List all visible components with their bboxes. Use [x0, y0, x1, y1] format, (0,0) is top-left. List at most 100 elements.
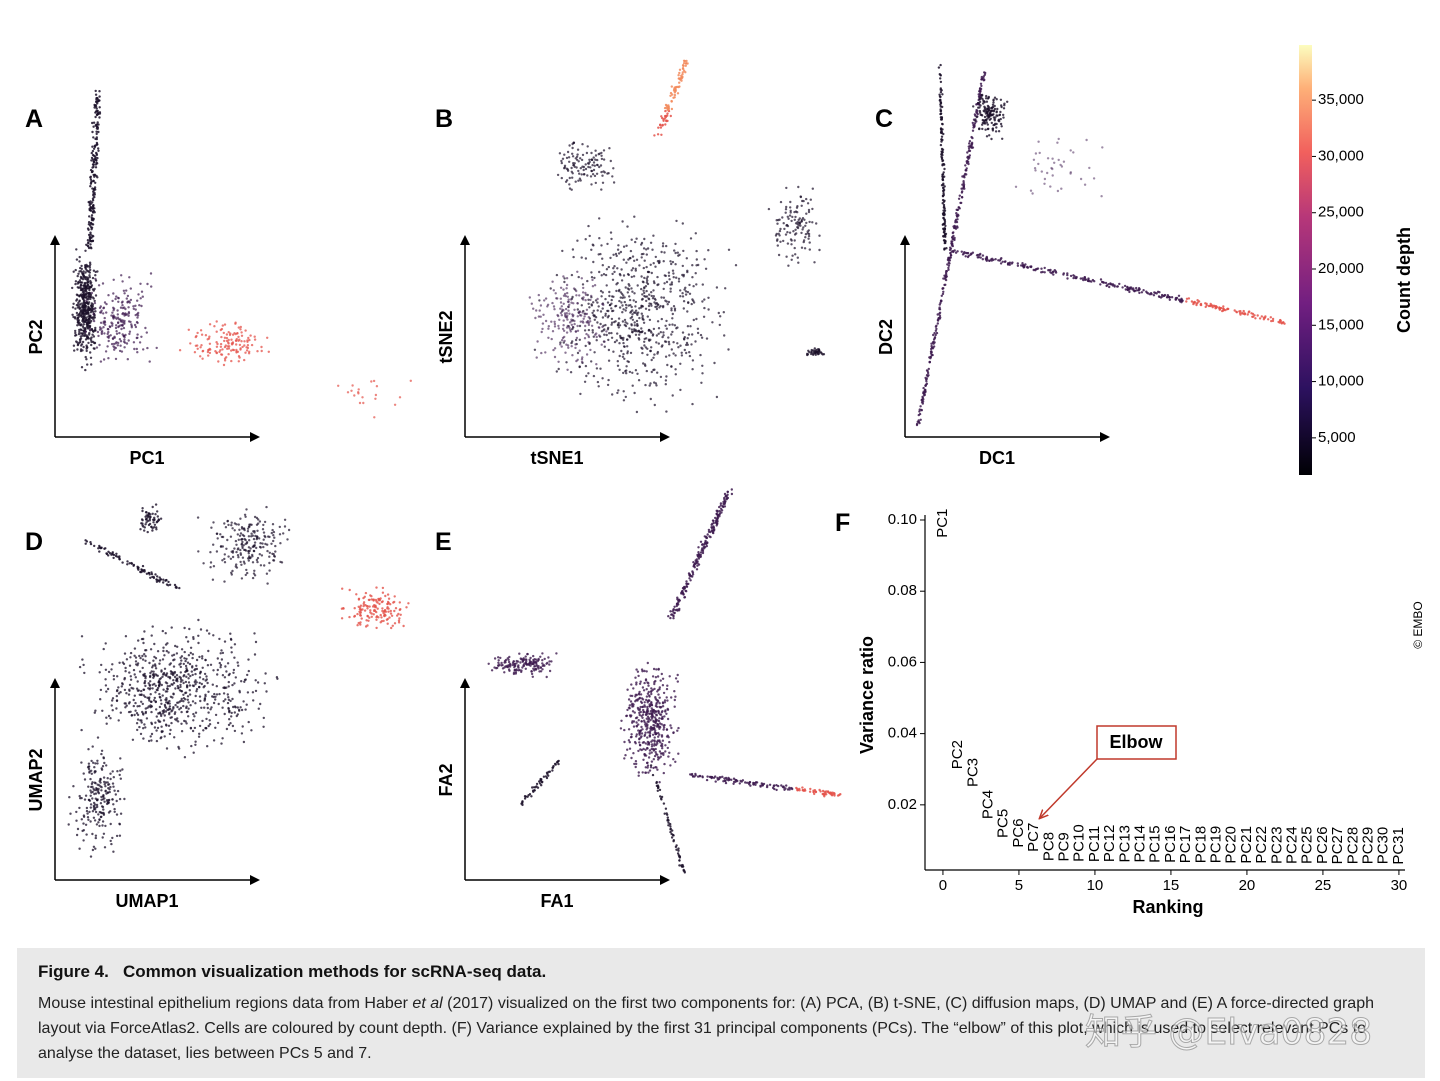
cell-dot [622, 336, 625, 340]
cell-dot [669, 260, 672, 263]
cell-dot [635, 258, 639, 261]
cell-dot [89, 541, 92, 544]
cell-dot [651, 733, 655, 736]
cell-dot [686, 269, 689, 272]
cell-dot [237, 664, 240, 667]
cell-dot [682, 300, 686, 303]
cell-dot [94, 274, 97, 277]
cell-dot [236, 533, 239, 536]
cell-dot [89, 328, 92, 331]
cell-dot [86, 346, 89, 349]
cell-dot [91, 329, 95, 333]
cell-dot [105, 302, 108, 306]
cell-dot [637, 379, 641, 382]
cell-dot [79, 324, 82, 327]
cell-dot [650, 271, 653, 275]
cell-dot [967, 254, 970, 257]
cell-dot [154, 700, 157, 703]
cell-dot [89, 855, 93, 858]
cell-dot [666, 684, 669, 687]
cell-dot [1100, 195, 1103, 198]
cell-dot [235, 566, 239, 569]
cell-dot [187, 681, 191, 684]
cell-dot [626, 322, 629, 325]
cell-dot [107, 294, 110, 297]
cell-dot [663, 699, 667, 702]
cell-dot [682, 307, 685, 310]
cell-dot [201, 349, 205, 353]
cell-dot [573, 308, 576, 311]
cell-dot [635, 721, 638, 724]
cell-dot [97, 790, 100, 794]
cell-dot [253, 632, 256, 635]
cell-dot [149, 272, 153, 275]
cell-dot [251, 555, 254, 558]
cell-dot [683, 338, 686, 341]
cell-dot [807, 208, 811, 212]
cell-dot [1037, 162, 1040, 166]
cell-dot [666, 699, 669, 702]
cell-dot [116, 789, 120, 793]
cell-dot [94, 115, 97, 119]
cell-dot [118, 661, 121, 664]
cell-dot [120, 319, 123, 322]
cell-dot [936, 322, 939, 325]
cell-dot [208, 632, 211, 635]
cell-dot [173, 736, 176, 739]
cell-dot [91, 206, 95, 210]
cell-dot [209, 561, 213, 564]
cell-dot [660, 734, 664, 737]
cell-dot [921, 400, 925, 403]
cell-dot [596, 297, 599, 301]
cell-dot [156, 510, 159, 513]
cell-dot [165, 747, 169, 750]
cell-dot [198, 685, 201, 689]
cell-dot [987, 127, 990, 130]
cell-dot [609, 256, 612, 260]
cell-dot [107, 787, 110, 790]
cell-dot [187, 707, 190, 710]
cell-dot [192, 637, 195, 641]
cell-dot [800, 246, 804, 249]
cell-dot [925, 369, 929, 372]
cell-dot [89, 222, 93, 225]
cell-dot [995, 110, 998, 113]
cell-dot [665, 300, 668, 303]
cell-dot [109, 839, 112, 843]
cell-dot [994, 130, 998, 133]
cell-dot [704, 267, 708, 270]
cell-dot [111, 299, 114, 303]
cell-dot [172, 679, 175, 682]
cell-dot [592, 374, 596, 378]
cell-dot [239, 328, 242, 331]
cell-dot [207, 354, 210, 357]
cell-dot [977, 256, 981, 259]
cell-dot [983, 120, 986, 124]
cell-dot [75, 248, 78, 251]
cell-dot [997, 130, 1001, 133]
cell-dot [985, 119, 988, 122]
cell-dot [82, 839, 85, 842]
cell-dot [203, 698, 207, 701]
cell-dot [630, 328, 634, 331]
cell-dot [808, 241, 811, 244]
cell-dot [272, 530, 276, 534]
cell-dot [96, 783, 99, 786]
cell-dot [598, 152, 601, 155]
cell-dot [191, 656, 194, 660]
cell-dot [80, 328, 83, 332]
cell-dot [685, 257, 688, 260]
cell-dot [1053, 161, 1056, 164]
cell-dot [611, 309, 614, 313]
cell-dot [598, 217, 601, 220]
cell-dot [692, 285, 695, 288]
cell-dot [640, 287, 643, 291]
cell-dot [941, 195, 945, 198]
cell-dot [208, 719, 211, 722]
cell-dot [570, 166, 573, 170]
cell-dot [563, 164, 567, 167]
cell-dot [102, 808, 105, 811]
cell-dot [220, 335, 223, 339]
cell-dot [581, 153, 585, 157]
cell-dot [1247, 311, 1250, 314]
